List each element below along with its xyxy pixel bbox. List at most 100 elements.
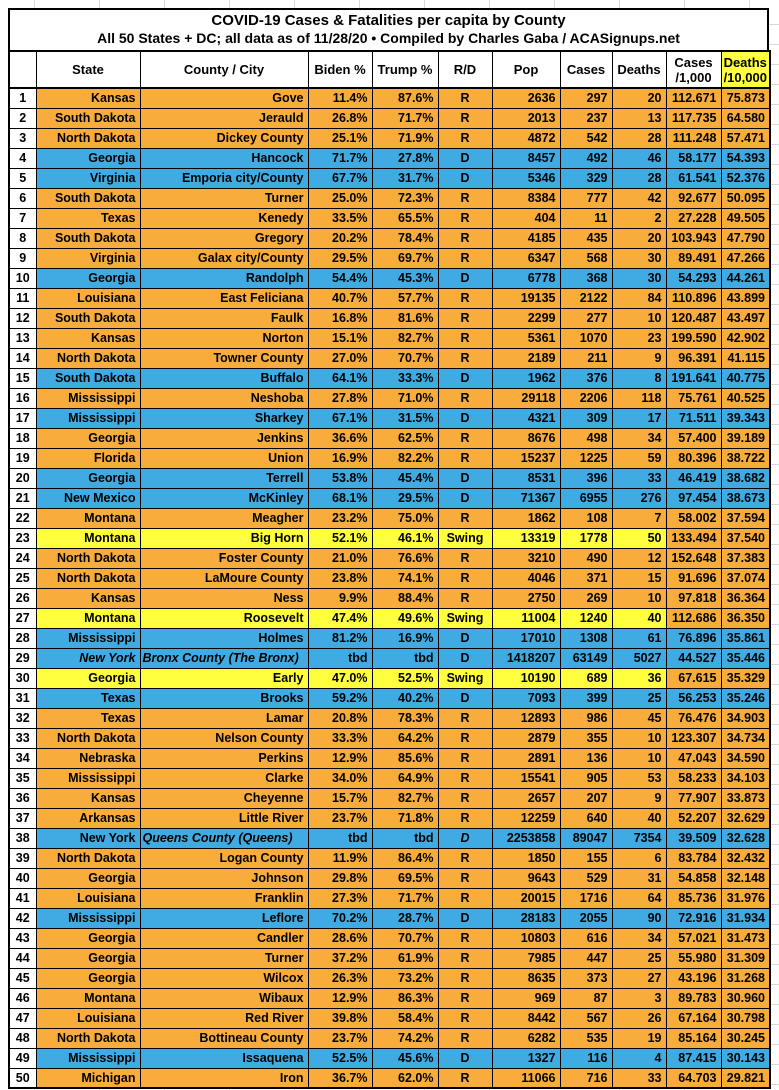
rd-cell: R	[437, 227, 493, 249]
county-cell: Nelson County	[139, 727, 309, 749]
cases-per-1000-cell: 85.736	[665, 887, 722, 909]
trump-pct-cell: 71.0%	[371, 387, 439, 409]
pop-cell: 2299	[491, 307, 561, 329]
row-number-cell: 46	[8, 987, 37, 1009]
table-row: 31 Texas Brooks 59.2% 40.2% D 7093 399 25 56.253 3…	[8, 687, 771, 709]
pop-cell: 12893	[491, 707, 561, 729]
biden-pct-cell: 36.7%	[307, 1067, 373, 1089]
biden-pct-cell: 71.7%	[307, 147, 373, 169]
deaths-per-10000-cell: 75.873	[720, 87, 771, 109]
rd-cell: D	[437, 647, 493, 669]
deaths-per-10000-cell: 42.902	[720, 327, 771, 349]
row-number-cell: 33	[8, 727, 37, 749]
rd-cell: D	[437, 407, 493, 429]
table-row: 33 North Dakota Nelson County 33.3% 64.2% R 28…	[8, 727, 771, 749]
trump-pct-cell: 40.2%	[371, 687, 439, 709]
deaths-per-10000-cell: 43.899	[720, 287, 771, 309]
rd-cell: D	[437, 367, 493, 389]
table-row: 47 Louisiana Red River 39.8% 58.4% R 8442 567 26…	[8, 1007, 771, 1029]
cases-cell: 2122	[559, 287, 613, 309]
table-row: 10 Georgia Randolph 54.4% 45.3% D 6778 368 30 54.…	[8, 267, 771, 289]
cases-per-1000-cell: 71.511	[665, 407, 722, 429]
biden-pct-cell: 21.0%	[307, 547, 373, 569]
rd-cell: R	[437, 867, 493, 889]
rd-cell: D	[437, 827, 493, 849]
deaths-per-10000-cell: 33.873	[720, 787, 771, 809]
pop-cell: 4321	[491, 407, 561, 429]
deaths-cell: 45	[611, 707, 667, 729]
trump-pct-cell: 71.7%	[371, 107, 439, 129]
row-number-cell: 47	[8, 1007, 37, 1029]
rd-cell: R	[437, 107, 493, 129]
deaths-per-10000-cell: 34.590	[720, 747, 771, 769]
rd-cell: Swing	[437, 667, 493, 689]
cases-per-1000-cell: 52.207	[665, 807, 722, 829]
cases-cell: 373	[559, 967, 613, 989]
state-cell: Texas	[35, 687, 141, 709]
rd-cell: D	[437, 147, 493, 169]
biden-pct-cell: 64.1%	[307, 367, 373, 389]
trump-pct-cell: 78.4%	[371, 227, 439, 249]
row-number-cell: 42	[8, 907, 37, 929]
cases-cell: 87	[559, 987, 613, 1009]
rd-cell: R	[437, 947, 493, 969]
deaths-per-10000-cell: 40.525	[720, 387, 771, 409]
rd-cell: R	[437, 1067, 493, 1089]
trump-pct-cell: 62.0%	[371, 1067, 439, 1089]
deaths-per-10000-cell: 30.798	[720, 1007, 771, 1029]
table-row: 19 Florida Union 16.9% 82.2% R 15237 1225 59 80.3…	[8, 447, 771, 469]
row-number-cell: 18	[8, 427, 37, 449]
biden-pct-cell: 27.0%	[307, 347, 373, 369]
table-row: 48 North Dakota Bottineau County 23.7% 74.2%…	[8, 1027, 771, 1049]
cases-per-1000-cell: 47.043	[665, 747, 722, 769]
deaths-cell: 9	[611, 787, 667, 809]
pop-cell: 2636	[491, 87, 561, 109]
county-cell: Clarke	[139, 767, 309, 789]
cases-per-1000-cell: 85.164	[665, 1027, 722, 1049]
deaths-per-10000-cell: 36.350	[720, 607, 771, 629]
row-number-cell: 6	[8, 187, 37, 209]
cases-cell: 1225	[559, 447, 613, 469]
county-cell: Randolph	[139, 267, 309, 289]
pop-cell: 12259	[491, 807, 561, 829]
biden-pct-cell: 23.7%	[307, 1027, 373, 1049]
cases-per-1000-cell: 112.671	[665, 87, 722, 109]
deaths-per-10000-cell: 37.383	[720, 547, 771, 569]
table-row: 18 Georgia Jenkins 36.6% 62.5% R 8676 498 34 57.4…	[8, 427, 771, 449]
pop-cell: 11004	[491, 607, 561, 629]
deaths-per-10000-cell: 57.471	[720, 127, 771, 149]
biden-pct-cell: 39.8%	[307, 1007, 373, 1029]
header-rd: R/D	[437, 50, 493, 89]
state-cell: Montana	[35, 607, 141, 629]
state-cell: Georgia	[35, 667, 141, 689]
table-row: 21 New Mexico McKinley 68.1% 29.5% D 71367 6955…	[8, 487, 771, 509]
state-cell: Mississippi	[35, 767, 141, 789]
rd-cell: R	[437, 967, 493, 989]
deaths-cell: 5027	[611, 647, 667, 669]
row-number-cell: 38	[8, 827, 37, 849]
county-cell: Perkins	[139, 747, 309, 769]
cases-cell: 716	[559, 1067, 613, 1089]
county-cell: Norton	[139, 327, 309, 349]
state-cell: Mississippi	[35, 627, 141, 649]
state-cell: Louisiana	[35, 887, 141, 909]
table-row: 22 Montana Meagher 23.2% 75.0% R 1862 108 7 58.00…	[8, 507, 771, 529]
state-cell: Kansas	[35, 587, 141, 609]
biden-pct-cell: 16.8%	[307, 307, 373, 329]
cases-cell: 1716	[559, 887, 613, 909]
cases-per-1000-cell: 91.696	[665, 567, 722, 589]
cases-cell: 89047	[559, 827, 613, 849]
cases-cell: 11	[559, 207, 613, 229]
deaths-per-10000-cell: 35.329	[720, 667, 771, 689]
deaths-per-10000-cell: 43.497	[720, 307, 771, 329]
row-number-cell: 45	[8, 967, 37, 989]
table-row: 36 Kansas Cheyenne 15.7% 82.7% R 2657 207 9 77.90…	[8, 787, 771, 809]
state-cell: South Dakota	[35, 187, 141, 209]
header-county: County / City	[139, 50, 309, 89]
deaths-cell: 64	[611, 887, 667, 909]
deaths-per-10000-cell: 47.790	[720, 227, 771, 249]
table-row: 34 Nebraska Perkins 12.9% 85.6% R 2891 136 10 47.…	[8, 747, 771, 769]
pop-cell: 2253858	[491, 827, 561, 849]
rd-cell: D	[437, 907, 493, 929]
